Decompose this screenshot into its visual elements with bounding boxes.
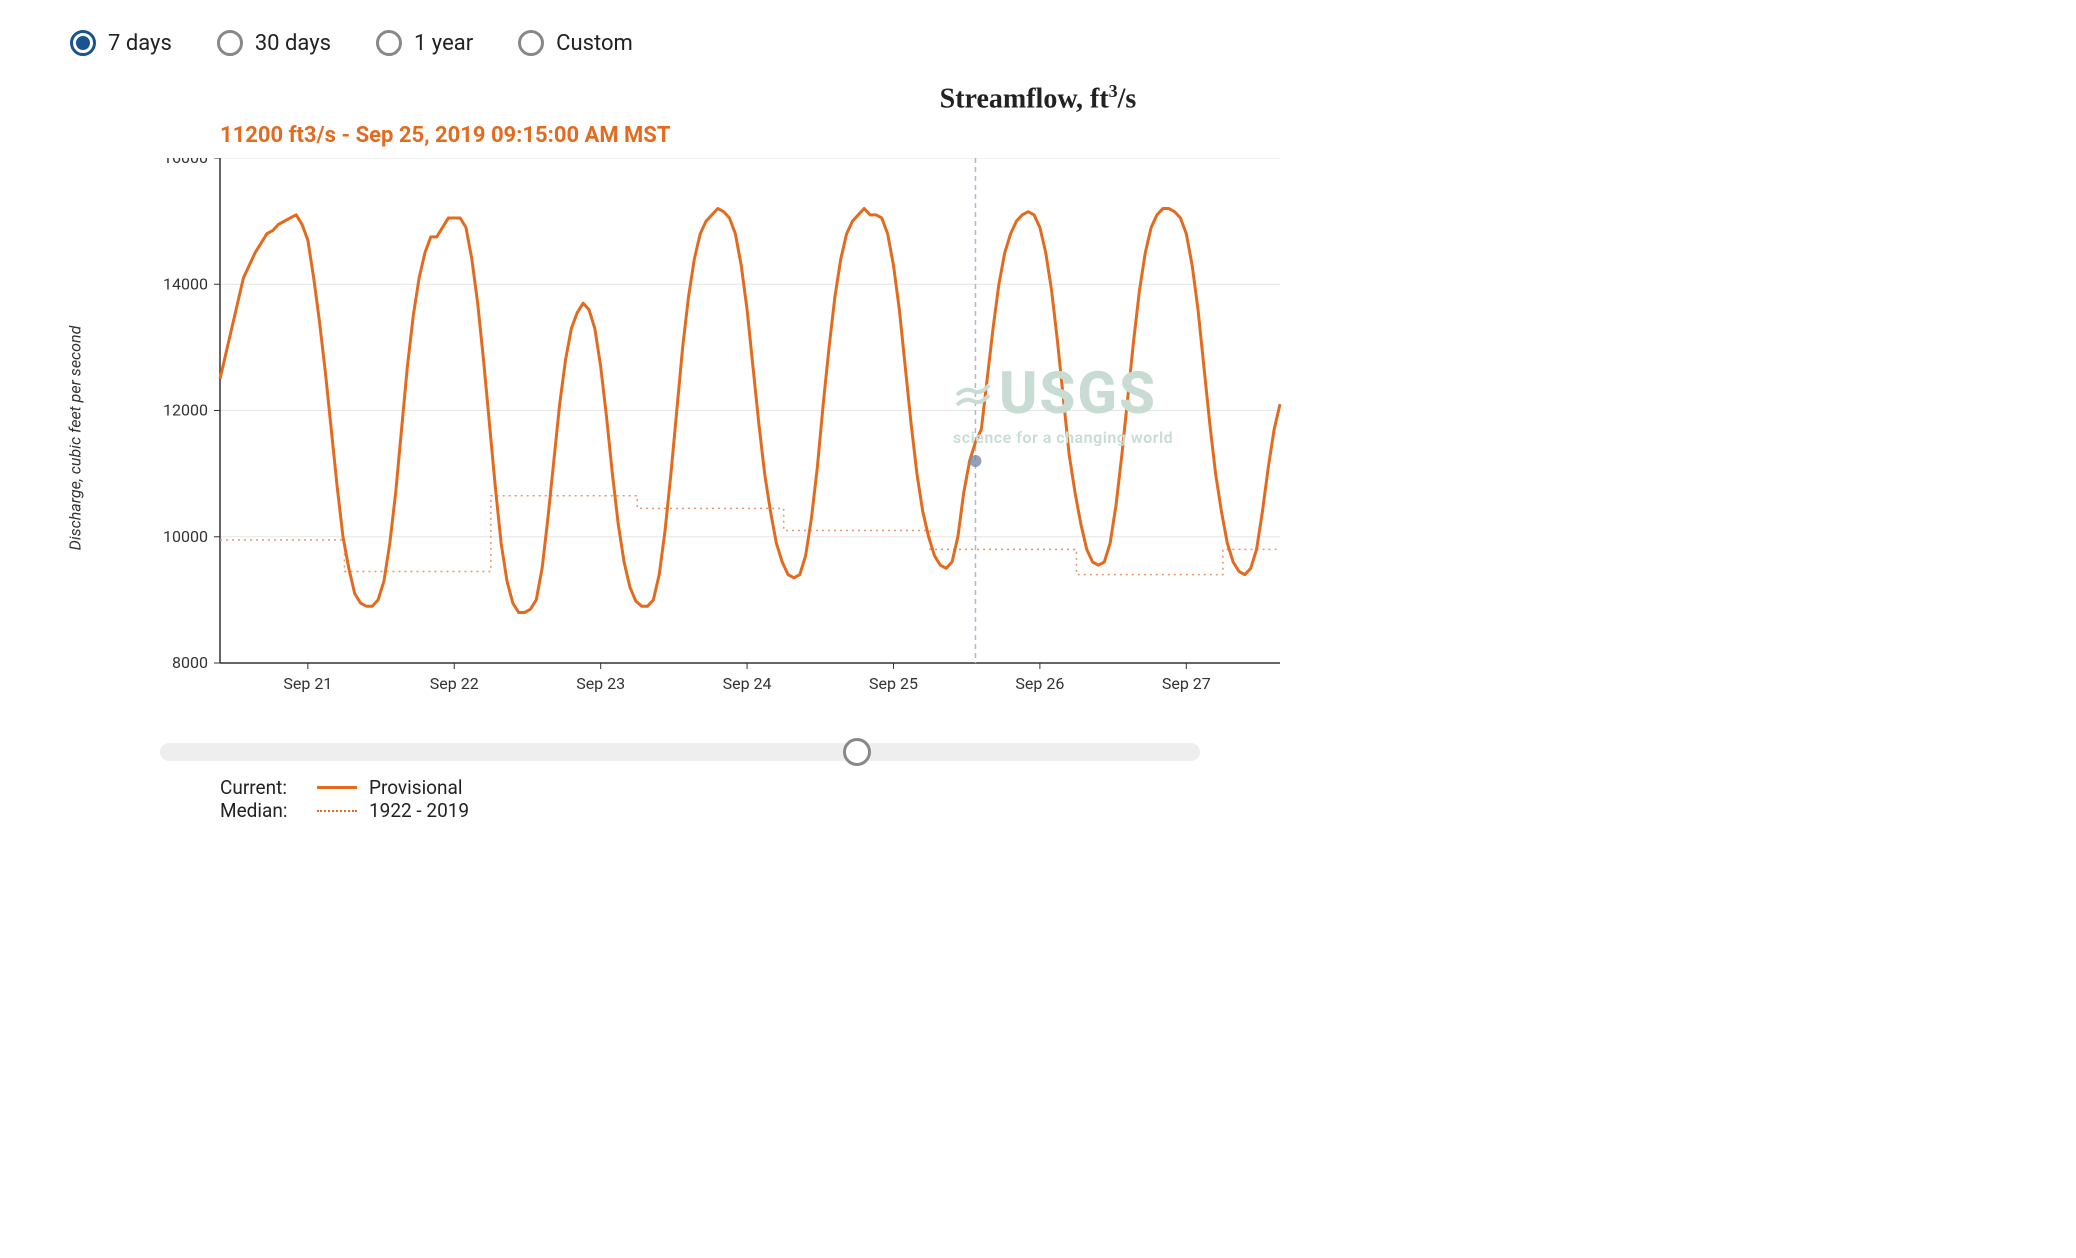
- legend-value: 1922 - 2019: [369, 799, 469, 822]
- radio-circle-icon: [217, 30, 243, 56]
- radio-label: Custom: [556, 31, 633, 56]
- chart-tooltip: 11200 ft3/s - Sep 25, 2019 09:15:00 AM M…: [220, 123, 2026, 148]
- slider-thumb[interactable]: [843, 738, 871, 766]
- radio-circle-icon: [518, 30, 544, 56]
- radio-1-year[interactable]: 1 year: [376, 30, 473, 56]
- legend-dotted-line-icon: [317, 810, 357, 812]
- svg-text:Sep 24: Sep 24: [723, 674, 772, 693]
- time-slider[interactable]: [160, 743, 1200, 761]
- svg-text:Sep 21: Sep 21: [283, 674, 332, 693]
- legend-median-row: Median: 1922 - 2019: [220, 799, 2026, 822]
- legend-current-row: Current: Provisional: [220, 776, 2026, 799]
- svg-text:Sep 25: Sep 25: [869, 674, 918, 693]
- svg-text:Sep 27: Sep 27: [1162, 674, 1211, 693]
- radio-label: 7 days: [108, 31, 172, 56]
- radio-circle-icon: [376, 30, 402, 56]
- radio-custom[interactable]: Custom: [518, 30, 633, 56]
- legend-solid-line-icon: [317, 786, 357, 789]
- svg-text:8000: 8000: [172, 653, 208, 672]
- y-axis-label: Discharge, cubic feet per second: [66, 326, 85, 551]
- legend-key: Median:: [220, 799, 305, 822]
- chart-title: Streamflow, ft3/s: [50, 81, 2026, 115]
- streamflow-chart[interactable]: 8000 10000 12000 14000 16000 Sep 21 Sep 22 Sep …: [110, 158, 1310, 718]
- legend-value: Provisional: [369, 776, 462, 799]
- radio-label: 1 year: [414, 31, 473, 56]
- radio-label: 30 days: [255, 31, 331, 56]
- svg-text:Sep 22: Sep 22: [430, 674, 479, 693]
- svg-text:12000: 12000: [163, 401, 208, 420]
- svg-text:Sep 26: Sep 26: [1015, 674, 1064, 693]
- svg-text:10000: 10000: [163, 527, 208, 546]
- chart-container: Discharge, cubic feet per second USGS sc…: [110, 158, 2026, 718]
- time-range-radio-group: 7 days 30 days 1 year Custom: [50, 30, 2026, 56]
- radio-circle-icon: [70, 30, 96, 56]
- svg-text:14000: 14000: [163, 275, 208, 294]
- svg-text:16000: 16000: [163, 158, 208, 167]
- legend-key: Current:: [220, 776, 305, 799]
- radio-30-days[interactable]: 30 days: [217, 30, 331, 56]
- svg-text:Sep 23: Sep 23: [576, 674, 625, 693]
- chart-legend: Current: Provisional Median: 1922 - 2019: [220, 776, 2026, 822]
- radio-7-days[interactable]: 7 days: [70, 30, 172, 56]
